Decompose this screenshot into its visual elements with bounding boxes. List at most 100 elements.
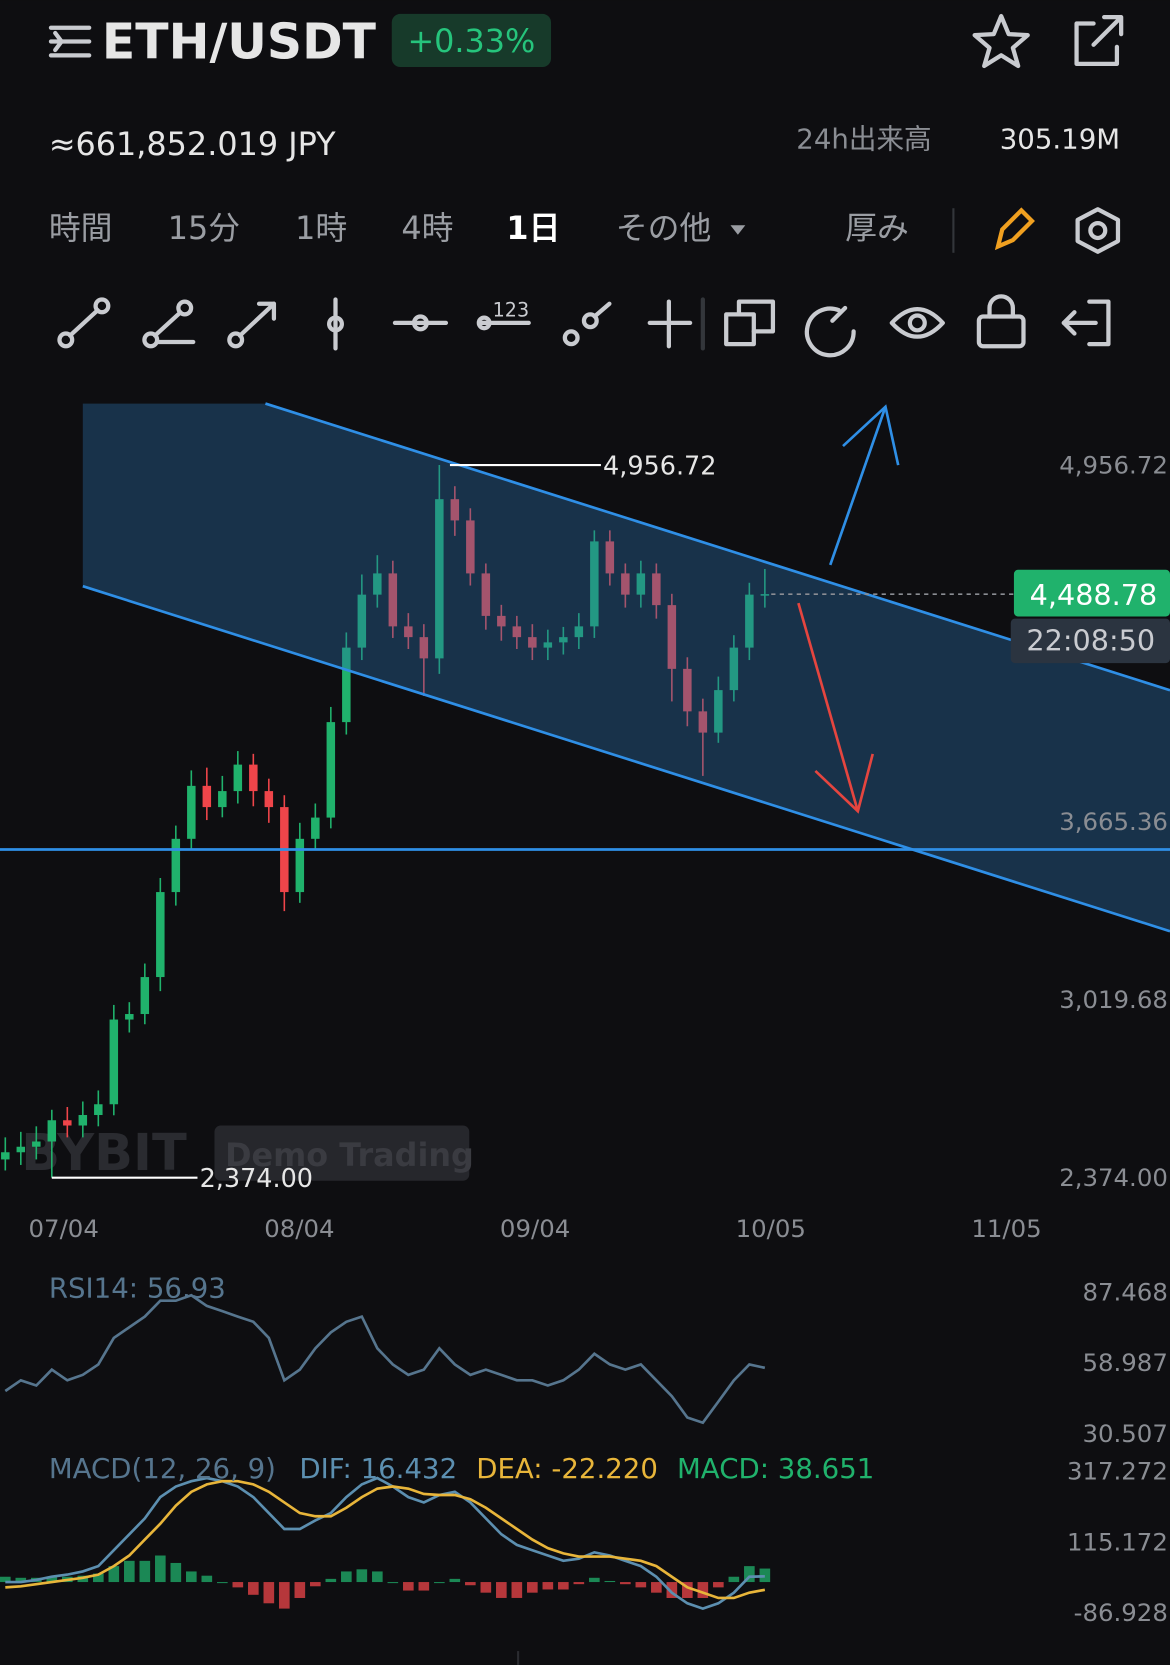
tab-active[interactable]: 1日	[506, 209, 560, 247]
arrow-down	[797, 602, 875, 814]
x-tick-label: 08/04	[264, 1214, 334, 1243]
candle-body	[125, 1014, 134, 1020]
tab[interactable]: 4時	[401, 209, 453, 247]
candle-body	[590, 541, 599, 627]
candle-body	[109, 1019, 119, 1105]
candle-body	[264, 791, 274, 808]
macd-bar	[0, 1576, 11, 1583]
candle-body	[497, 615, 506, 627]
candle-body	[559, 637, 568, 643]
tab[interactable]: 時間	[49, 209, 113, 247]
candle-body	[233, 764, 243, 792]
settings-icon[interactable]	[1075, 207, 1121, 254]
macd-bar	[170, 1562, 182, 1583]
macd-bar	[15, 1577, 27, 1583]
y-tick-label: 3,665.36	[1059, 807, 1168, 836]
overlay: 4,956.72 3,665.36 3,019.68 2,374.00 07/04 08/…	[0, 451, 1170, 1627]
x-tick-label: 07/04	[29, 1214, 99, 1243]
y-tick-label: 2,374.00	[1059, 1163, 1168, 1192]
macd-bar	[263, 1582, 275, 1604]
candle-body	[683, 668, 692, 712]
tab[interactable]: 1時	[295, 209, 347, 247]
countdown: 22:08:50	[1026, 623, 1155, 657]
tool-line[interactable]	[57, 297, 111, 349]
rsi-line	[4, 1293, 766, 1425]
macd-bar	[449, 1578, 461, 1583]
symbol[interactable]: ETH/USDT	[102, 14, 377, 71]
tab[interactable]: 15分	[168, 209, 240, 247]
macd-bar	[465, 1582, 476, 1586]
candle-body	[466, 520, 475, 574]
macd-bar	[744, 1566, 755, 1583]
candle-body	[187, 785, 196, 839]
candle-body	[156, 892, 165, 978]
candle-body	[171, 838, 181, 893]
candle-body	[140, 977, 150, 1015]
tab[interactable]: 厚み	[845, 209, 909, 247]
arrow-up	[829, 404, 900, 566]
y-tick-label: 58.987	[1082, 1348, 1167, 1377]
tool-cross[interactable]	[647, 299, 693, 349]
candle-body	[357, 594, 367, 648]
candle-body	[388, 573, 398, 627]
candle-body	[481, 573, 491, 616]
macd-bar	[46, 1576, 58, 1583]
macd-bar	[124, 1560, 135, 1583]
candle-body	[745, 594, 754, 648]
last-price-tag	[1013, 569, 1170, 617]
candle-body	[714, 690, 723, 733]
channel-lower	[82, 584, 1170, 933]
macd-bar	[387, 1582, 399, 1584]
candle-body	[667, 605, 677, 669]
macd-bar	[418, 1582, 430, 1591]
legend-entry: DEA: -22.220	[476, 1452, 658, 1485]
tool-exit[interactable]	[1061, 299, 1111, 347]
tab[interactable]: その他	[616, 209, 712, 247]
low-label: 2,374.00	[200, 1164, 313, 1194]
tool-vertical[interactable]	[327, 297, 344, 351]
macd-bar	[294, 1582, 306, 1598]
tool-lock[interactable]	[976, 294, 1026, 349]
tool-angle[interactable]	[142, 299, 196, 349]
macd-bar	[356, 1569, 368, 1583]
tool-arrow[interactable]	[227, 301, 277, 349]
change: +0.33%	[407, 22, 535, 60]
header: ETH/USDT +0.33% ≈661,852.019 JPY 24h出来高 …	[48, 13, 1124, 163]
tool-magnet[interactable]	[804, 305, 856, 358]
tool-eye[interactable]	[889, 307, 945, 339]
candle-body	[698, 711, 708, 733]
y-tick-label: 30.507	[1082, 1419, 1167, 1448]
tool-horizontal[interactable]	[392, 314, 449, 332]
candle-body	[16, 1146, 26, 1153]
favorite-icon[interactable]	[972, 13, 1030, 69]
candle-body	[621, 573, 630, 595]
tool-copy[interactable]	[724, 299, 776, 347]
macd-bar	[666, 1582, 678, 1598]
candle-body	[760, 594, 770, 596]
toolbar: 123	[57, 294, 1111, 358]
plot	[1, 465, 770, 1178]
candle-body	[63, 1120, 72, 1126]
candle-body	[311, 817, 320, 839]
last-price-label: 4,488.78	[1030, 578, 1158, 612]
draw-icon[interactable]	[994, 207, 1035, 251]
menu-icon[interactable]	[48, 25, 92, 58]
macd-line	[5, 1476, 765, 1611]
tool-label[interactable]	[476, 315, 531, 331]
macd-bar	[201, 1575, 213, 1583]
volume-label: 24h出来高	[796, 123, 931, 156]
candle-body	[528, 637, 537, 648]
candle-body	[450, 499, 460, 521]
x-tick-label: 10/05	[736, 1214, 806, 1243]
share-icon[interactable]	[1074, 14, 1124, 66]
macd-bar	[480, 1582, 492, 1593]
volume: 305.19M	[1000, 123, 1120, 156]
demo-label: Demo Trading	[225, 1136, 474, 1174]
macd-bar	[573, 1582, 585, 1585]
tool-ray[interactable]	[562, 301, 612, 347]
candle-body	[435, 499, 444, 659]
y-tick-label: 317.272	[1067, 1457, 1168, 1486]
macd-bar	[403, 1582, 414, 1591]
candle-body	[218, 791, 227, 808]
